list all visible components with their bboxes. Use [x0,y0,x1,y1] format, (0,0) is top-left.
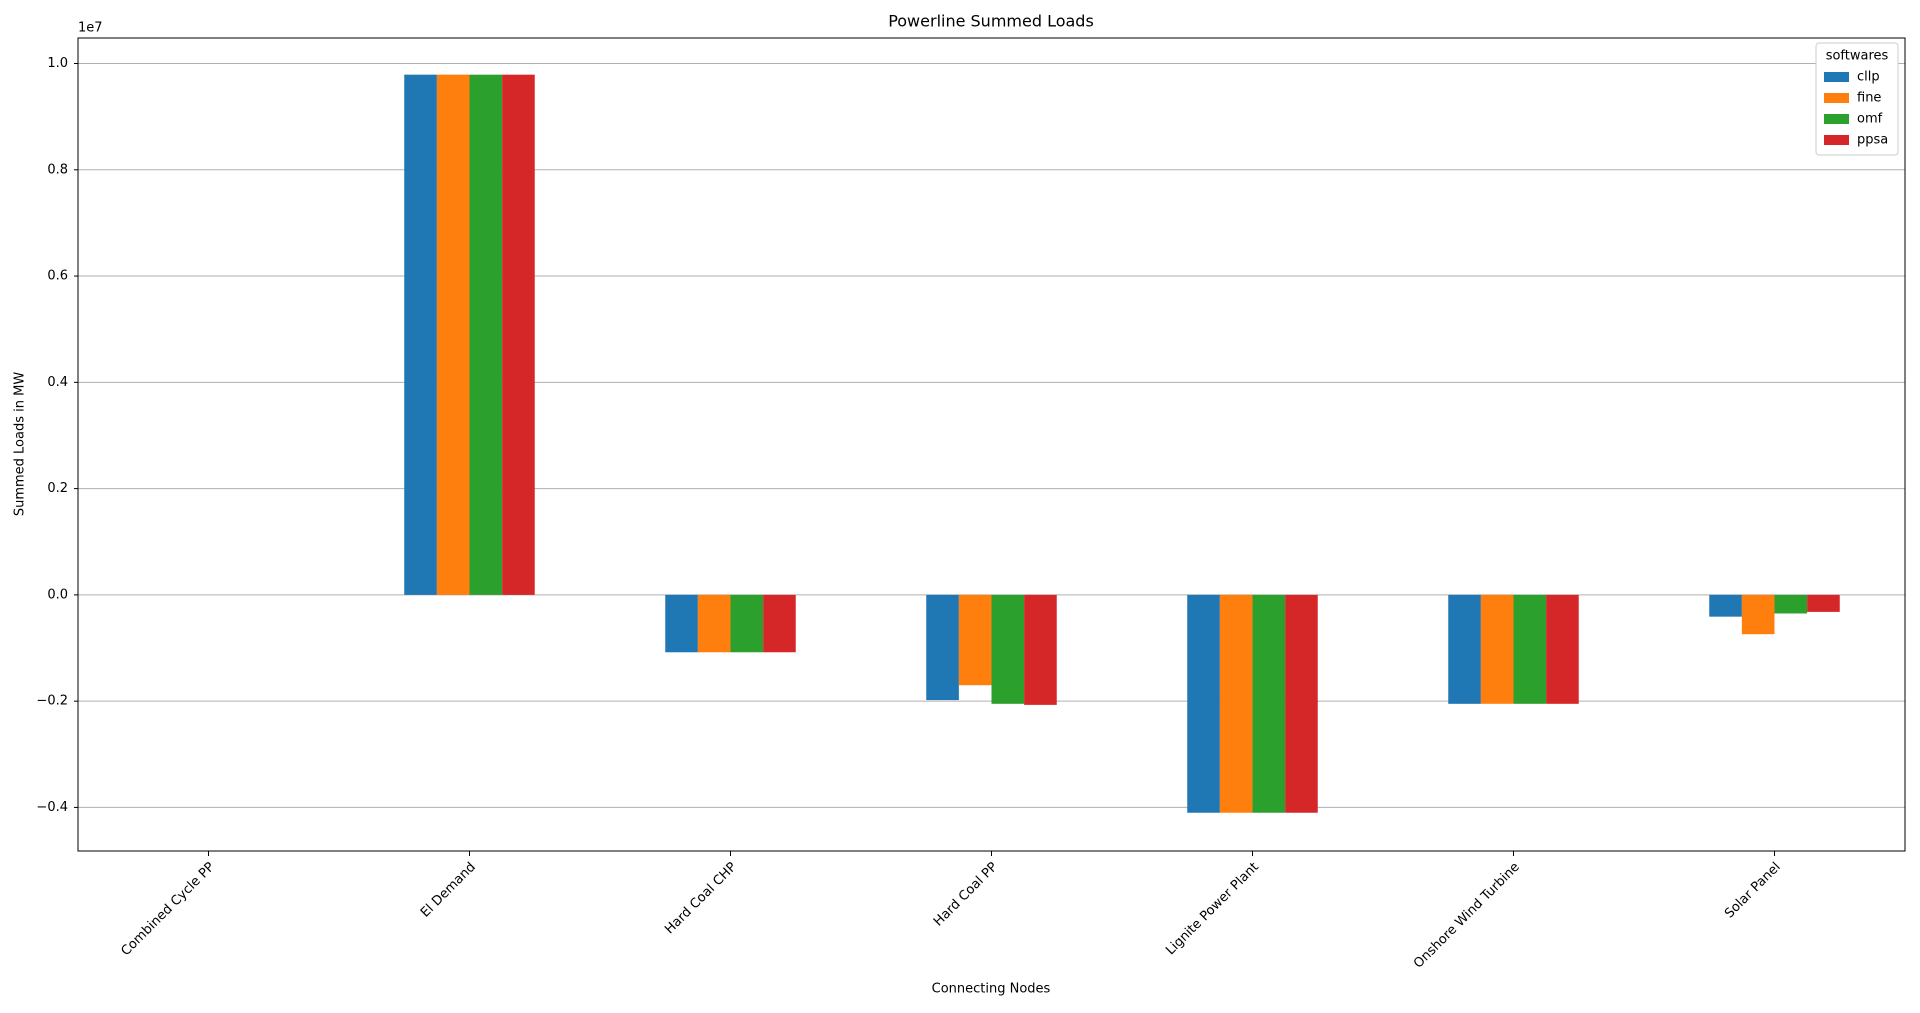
bar [958,594,992,686]
bar [1774,594,1808,614]
legend-swatch [1824,135,1849,145]
chart-title: Powerline Summed Loads [888,12,1094,31]
bar [1480,594,1514,704]
bar [1024,594,1057,705]
bar [436,74,470,595]
y-tick-label: 0.8 [47,162,68,177]
bar [1709,594,1742,617]
bar [1285,594,1318,813]
y-tick-label: −0.2 [36,694,68,709]
bar [730,594,764,653]
bar [502,74,535,595]
y-tick-label: 0.6 [47,269,68,284]
bar [1252,594,1286,813]
bar [1546,594,1579,704]
legend-label: ppsa [1857,133,1888,148]
bar [665,594,698,653]
bar [697,594,731,653]
legend: softwares cllp fine omf ppsa [1815,42,1899,156]
bar [1187,594,1220,813]
bar [1807,594,1840,612]
y-tick-label: 0.0 [47,587,68,602]
x-tick-label: Combined Cycle PP [118,860,217,959]
y-tick-label: 1.0 [47,56,68,71]
bar [991,594,1025,704]
bar [469,74,503,595]
legend-label: cllp [1857,70,1880,85]
x-tick-label: El Demand [418,860,479,921]
y-tick-label: 0.2 [47,481,68,496]
bar [1219,594,1253,813]
legend-swatch [1824,114,1849,124]
plot-frame [77,37,1906,852]
bar [1513,594,1547,704]
bar [1448,594,1481,704]
legend-title: softwares [1826,49,1889,64]
legend-label: omf [1857,112,1883,127]
y-tick-label: 0.4 [47,375,68,390]
x-tick-label: Solar Panel [1722,860,1784,922]
bar [1741,594,1775,635]
bar [404,74,437,595]
x-axis-label: Connecting Nodes [932,982,1051,997]
bar [763,594,796,653]
bar [926,594,959,701]
legend-box [1815,42,1899,156]
x-tick-label: Onshore Wind Turbine [1411,860,1523,972]
x-tick-label: Lignite Power Plant [1163,860,1262,959]
legend-swatch [1824,93,1849,103]
legend-label: fine [1857,91,1881,106]
y-tick-label: −0.4 [36,800,68,815]
x-tick-label: Hard Coal CHP [662,860,740,938]
y-axis-label: Summed Loads in MW [13,372,28,516]
y-offset-label: 1e7 [78,21,103,36]
legend-swatch [1824,72,1849,82]
x-tick-label: Hard Coal PP [931,860,1001,930]
